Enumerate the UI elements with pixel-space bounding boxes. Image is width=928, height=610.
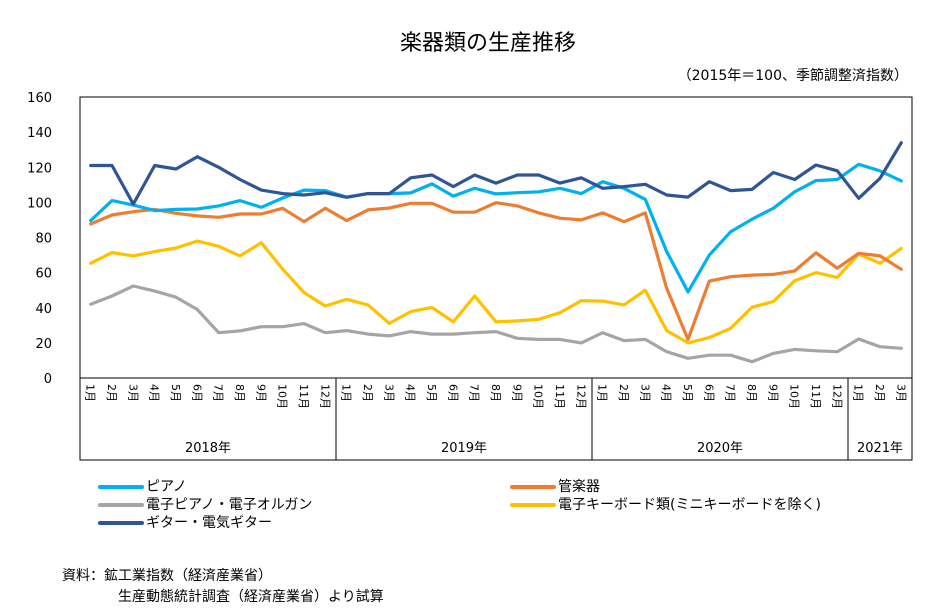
y-tick-label: 100 [27, 196, 52, 211]
x-tick-label: 12月 [318, 384, 331, 409]
legend-item-digital-piano: 電子ピアノ・電子オルガン [98, 496, 312, 514]
plot-frame [79, 96, 913, 461]
x-tick-label: 2月 [105, 384, 118, 402]
year-group-label: 2020年 [697, 441, 743, 456]
x-tick-label: 8月 [489, 384, 502, 402]
source-note: 資料：鉱工業指数（経済産業省） 生産動態統計調査（経済産業省）より試算 [62, 566, 384, 608]
x-tick-label: 9月 [510, 384, 523, 402]
y-tick-label: 80 [35, 232, 52, 247]
x-tick-label: 10月 [276, 384, 289, 409]
x-tick-label: 7月 [212, 384, 225, 402]
legend-swatch-wind [510, 485, 556, 489]
x-tick-label: 5月 [169, 384, 182, 402]
x-tick-label: 3月 [894, 384, 907, 402]
series-lines [89, 141, 903, 364]
y-axis: 0 20 40 60 80 100 120 140 160 [27, 91, 52, 387]
x-tick-label: 6月 [446, 384, 459, 402]
legend-label: 管楽器 [558, 479, 600, 495]
chart-title: 楽器類の生産推移 [400, 31, 576, 56]
legend-label: 電子キーボード類(ミニキーボードを除く) [558, 497, 821, 513]
source-line-1: 資料：鉱工業指数（経済産業省） [62, 568, 272, 584]
series-digital-piano-organ [89, 284, 903, 364]
x-tick-label: 8月 [745, 384, 758, 402]
year-group-label: 2018年 [185, 441, 231, 456]
y-tick-label: 0 [44, 372, 52, 387]
source-line-2: 生産動態統計調査（経済産業省）より試算 [118, 589, 384, 605]
x-tick-label: 8月 [233, 384, 246, 402]
legend-right: 管楽器 電子キーボード類(ミニキーボードを除く) [510, 478, 821, 514]
series-piano [89, 162, 903, 294]
x-tick-label: 5月 [425, 384, 438, 402]
x-axis: 1月 2月 3月 4月 5月 6月 7月 8月 9月 10月 11月 12月 1月 2月 3月 4月 5月 6月 7… [84, 378, 907, 460]
y-tick-label: 20 [35, 337, 52, 352]
x-tick-label: 1月 [852, 384, 865, 402]
x-tick-label: 5月 [681, 384, 694, 402]
y-tick-label: 160 [27, 91, 52, 106]
y-tick-label: 40 [35, 302, 52, 317]
legend-left: ピアノ 電子ピアノ・電子オルガン ギター・電気ギター [98, 478, 312, 532]
x-tick-label: 10月 [788, 384, 801, 409]
series-guitar [89, 141, 903, 206]
x-tick-label: 1月 [340, 384, 353, 402]
x-tick-label: 2月 [617, 384, 630, 402]
series-electronic-keyboard [89, 239, 903, 345]
year-group-label: 2019年 [441, 441, 487, 456]
chart-subtitle: （2015年＝100、季節調整済指数） [678, 67, 908, 84]
x-tick-label: 10月 [532, 384, 545, 409]
x-tick-label: 4月 [660, 384, 673, 402]
legend-label: 電子ピアノ・電子オルガン [146, 497, 313, 513]
x-tick-label: 7月 [724, 384, 737, 402]
legend-item-guitar: ギター・電気ギター [98, 514, 312, 532]
x-tick-label: 2月 [873, 384, 886, 402]
x-tick-label: 6月 [190, 384, 203, 402]
legend-swatch-piano [98, 485, 144, 489]
x-tick-label: 1月 [596, 384, 609, 402]
series-wind-instruments [89, 201, 903, 341]
x-tick-label: 6月 [702, 384, 715, 402]
x-tick-label: 4月 [404, 384, 417, 402]
x-tick-label: 7月 [468, 384, 481, 402]
legend-swatch-guitar [98, 521, 144, 525]
x-tick-label: 12月 [830, 384, 843, 409]
y-tick-label: 140 [27, 126, 52, 141]
y-tick-label: 60 [35, 267, 52, 282]
x-tick-label: 11月 [297, 384, 310, 409]
x-tick-label: 1月 [84, 384, 97, 402]
x-tick-label: 4月 [148, 384, 161, 402]
x-tick-label: 3月 [638, 384, 651, 402]
legend-swatch-keyboard [510, 503, 556, 507]
x-tick-label: 3月 [126, 384, 139, 402]
legend-swatch-digital-piano [98, 503, 144, 507]
x-tick-label: 11月 [553, 384, 566, 409]
legend-label: ピアノ [146, 479, 187, 495]
x-tick-label: 9月 [254, 384, 267, 402]
x-tick-label: 12月 [574, 384, 587, 409]
x-tick-label: 11月 [809, 384, 822, 409]
legend-item-keyboard: 電子キーボード類(ミニキーボードを除く) [510, 496, 821, 514]
x-tick-label: 9月 [766, 384, 779, 402]
legend-item-piano: ピアノ [98, 478, 312, 496]
x-tick-label: 2月 [361, 384, 374, 402]
legend-label: ギター・電気ギター [146, 515, 272, 531]
year-group-label: 2021年 [857, 441, 903, 456]
y-tick-label: 120 [27, 161, 52, 176]
legend-item-wind: 管楽器 [510, 478, 821, 496]
x-tick-label: 3月 [382, 384, 395, 402]
